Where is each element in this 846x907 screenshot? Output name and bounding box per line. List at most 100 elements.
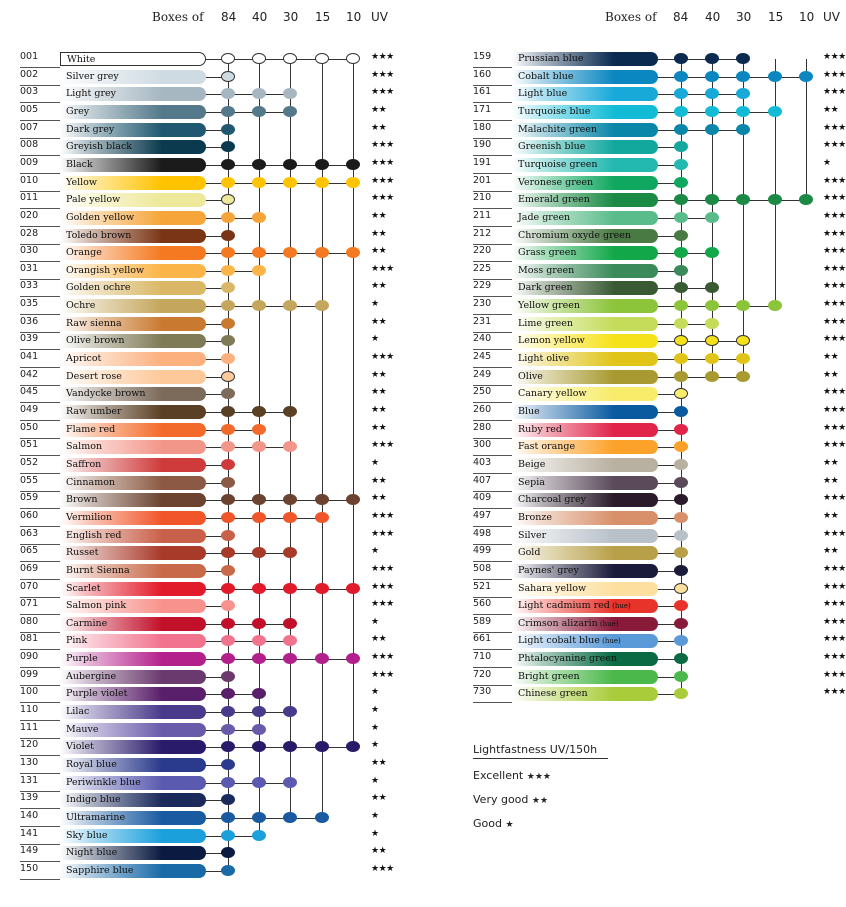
box-40-dot [252,158,266,170]
color-row: 002 Silver grey ★★★ [20,68,401,86]
box-10-dot [346,741,360,753]
color-name: Yellow [66,177,97,188]
color-name: Yellow green [518,300,580,311]
color-name: Silver grey [66,71,119,82]
color-row: 499 Gold ★★ [473,544,846,563]
box-30-dot [736,335,750,347]
box-40-dot [252,547,266,559]
uv-rating-stars: ★★★ [823,122,846,133]
color-name: Purple [66,653,98,664]
color-name: Moss green [518,265,574,276]
row-underline [20,172,60,174]
color-name-text: Grass green [518,247,577,259]
box-30-dot [736,123,750,135]
color-swatch-bar: Cinnamon [60,475,206,490]
uv-rating-stars: ★★ [371,228,387,239]
uv-rating-stars: ★★ [823,546,839,557]
box-84-dot [674,476,688,488]
box-84-dot [221,282,235,294]
row-connector-line [202,606,228,608]
row-underline [473,667,512,669]
color-name: Russet [66,547,98,558]
color-code: 161 [473,86,492,98]
row-connector-line [202,200,228,202]
color-row: 001 White ★★★ [20,50,401,68]
color-name-text: Orange [66,247,102,259]
legend-stars: ★★★ [526,772,551,782]
color-name-text: Greenish blue [518,141,586,153]
box-40-dot [252,105,266,117]
box-84-dot [674,547,688,559]
box-84-dot [221,247,235,259]
uv-rating-stars: ★★★ [823,175,846,186]
color-name-text: Desert rose [66,370,122,382]
color-name: Brown [66,494,98,505]
box-30-dot [283,511,297,523]
color-name-text: Black [66,158,93,170]
box-84-dot [221,564,235,576]
uv-rating-stars: ★★★ [371,669,394,680]
color-name: Sky blue [66,830,108,841]
uv-rating-stars: ★★★ [371,652,394,663]
color-name-text: Prussian blue [518,53,584,64]
legend-label: Very good [473,793,529,806]
box-40-dot [252,264,266,276]
color-swatch-bar: Salmon [60,440,206,455]
color-name: Chinese green [518,688,588,699]
box-40-dot [252,706,266,718]
box-40-dot [252,776,266,788]
color-row: 052 Saffron ★ [20,456,401,474]
box-84-dot [221,494,235,506]
box-15-dot [315,653,329,665]
box-40-dot [705,300,719,312]
color-swatch-bar: Mauve [60,722,206,737]
color-code: 150 [20,862,39,874]
row-underline [473,596,512,598]
box-84-dot [221,158,235,170]
color-row: 005 Grey ★★ [20,103,401,121]
color-row: 150 Sapphire blue ★★★ [20,862,401,880]
box-84-dot [674,300,688,312]
legend-label: Good [473,817,502,830]
boxes-of-label-right: Boxes of [605,10,657,24]
box-84-dot [674,511,688,523]
row-connector-line [202,111,290,113]
uv-rating-stars: ★★★ [823,316,846,327]
color-name-text: Vandycke brown [66,388,146,400]
row-underline [473,525,512,527]
box-84-dot [221,441,235,453]
row-connector-line [202,800,228,802]
row-underline [473,278,512,280]
row-underline [20,649,60,651]
color-code: 007 [20,121,39,133]
uv-rating-stars: ★★ [371,246,387,257]
row-connector-line [202,570,228,572]
color-code: 071 [20,598,39,610]
row-underline [473,296,512,298]
color-name: Cobalt blue [518,71,573,82]
color-code: 045 [20,386,39,398]
color-row: 171 Turquoise blue ★★ [473,103,846,121]
box-84-dot [674,494,688,506]
uv-rating-stars: ★ [371,740,379,751]
color-name: Emerald green [518,194,590,205]
uv-rating-stars: ★★★ [371,87,394,98]
color-row: 260 Blue ★★★ [473,403,846,421]
color-row: 201 Veronese green ★★★ [473,174,846,192]
box-10-dot [346,582,360,594]
row-connector-line [654,341,743,343]
row-connector-line [654,147,681,149]
color-name-text: Night blue [66,847,118,859]
color-swatch-bar: Prussian blue [512,52,658,66]
color-swatch-bar: Saffron [60,457,206,472]
color-name: Ochre [66,300,95,311]
row-underline [20,314,60,316]
color-row: 033 Golden ochre ★★ [20,279,401,298]
box-10-dot [346,158,360,170]
uv-rating-stars: ★★★ [823,281,846,292]
color-code: 499 [473,545,492,557]
color-code: 139 [20,792,39,804]
color-name: Pink [66,635,87,646]
color-name: Turquoise blue [518,106,590,117]
color-swatch-bar: Vermilion [60,510,206,525]
